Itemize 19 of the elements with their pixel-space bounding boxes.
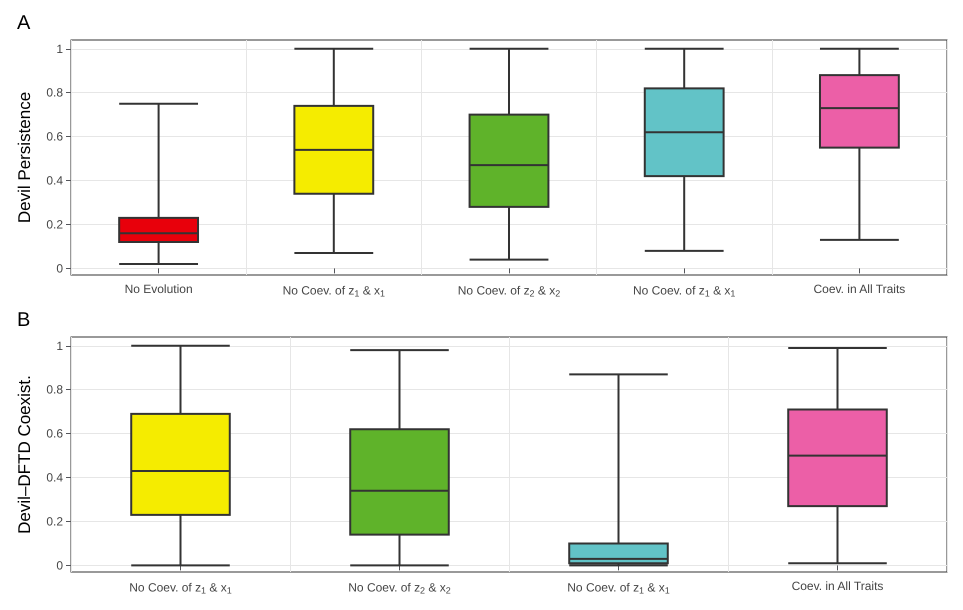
y-tick-label: 0 xyxy=(56,261,64,276)
y-axis-title: Devil–DFTD Coexist. xyxy=(15,375,34,534)
y-tick-label: 0 xyxy=(56,558,64,572)
y-tick-label: 0.6 xyxy=(46,130,64,144)
x-tick-label: Coev. in All Traits xyxy=(792,579,884,593)
y-tick-label: 0.2 xyxy=(46,514,64,528)
x-tick-label: No Evolution xyxy=(124,282,193,296)
y-tick-label: 1 xyxy=(56,42,64,56)
y-tick-label: 0.4 xyxy=(46,174,64,188)
y-tick-label: 0.8 xyxy=(46,86,64,100)
y-tick-label: 0.2 xyxy=(46,217,64,232)
y-tick-label: 0.8 xyxy=(46,382,64,397)
y-tick-label: 1 xyxy=(56,338,64,353)
y-tick-label: 0.6 xyxy=(46,426,64,441)
y-axis-title: Devil Persistence xyxy=(15,92,34,224)
y-tick-label: 0.4 xyxy=(46,470,64,485)
x-tick-label: Coev. in All Traits xyxy=(813,282,906,296)
chart-title: A xyxy=(17,12,31,34)
chart-title: B xyxy=(17,309,30,331)
